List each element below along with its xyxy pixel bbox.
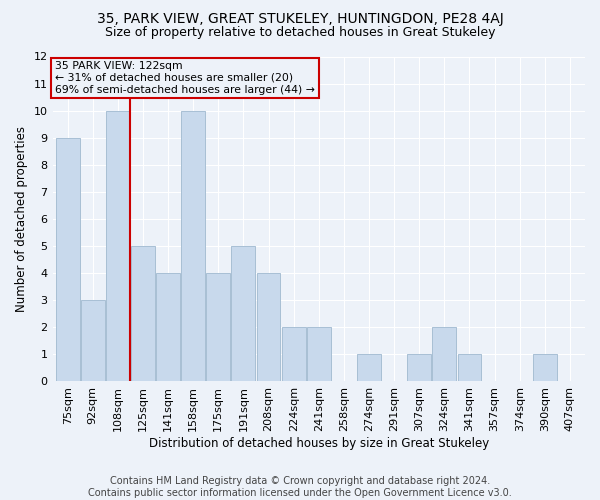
Bar xyxy=(307,328,331,382)
Text: Size of property relative to detached houses in Great Stukeley: Size of property relative to detached ho… xyxy=(105,26,495,39)
Bar xyxy=(458,354,481,382)
Bar xyxy=(407,354,431,382)
Bar xyxy=(81,300,104,382)
Bar xyxy=(433,328,456,382)
Y-axis label: Number of detached properties: Number of detached properties xyxy=(15,126,28,312)
Bar xyxy=(56,138,80,382)
Bar xyxy=(106,110,130,382)
Text: 35 PARK VIEW: 122sqm
← 31% of detached houses are smaller (20)
69% of semi-detac: 35 PARK VIEW: 122sqm ← 31% of detached h… xyxy=(55,62,315,94)
Text: Contains HM Land Registry data © Crown copyright and database right 2024.
Contai: Contains HM Land Registry data © Crown c… xyxy=(88,476,512,498)
Bar xyxy=(357,354,381,382)
Bar xyxy=(156,273,180,382)
Bar xyxy=(533,354,557,382)
Bar xyxy=(257,273,280,382)
X-axis label: Distribution of detached houses by size in Great Stukeley: Distribution of detached houses by size … xyxy=(149,437,489,450)
Bar xyxy=(206,273,230,382)
Bar xyxy=(232,246,256,382)
Text: 35, PARK VIEW, GREAT STUKELEY, HUNTINGDON, PE28 4AJ: 35, PARK VIEW, GREAT STUKELEY, HUNTINGDO… xyxy=(97,12,503,26)
Bar xyxy=(131,246,155,382)
Bar xyxy=(181,110,205,382)
Bar xyxy=(282,328,305,382)
